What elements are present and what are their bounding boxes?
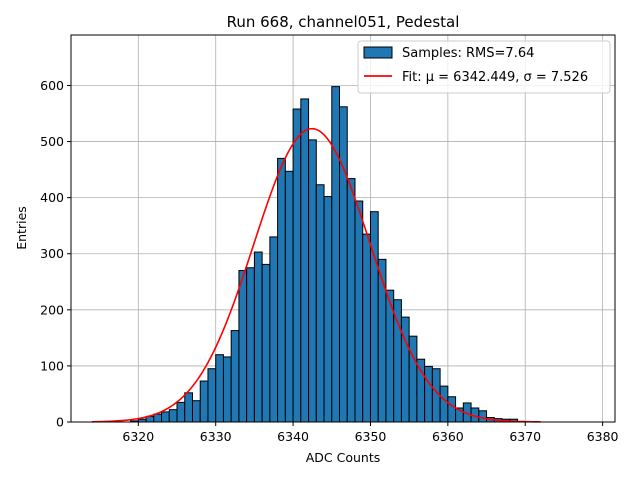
y-tick-label: 200 [40, 302, 64, 317]
histogram-bar [253, 251, 263, 423]
histogram-bar [393, 299, 402, 423]
histogram-bars [130, 86, 526, 423]
histogram-bar [408, 335, 418, 423]
x-tick-label: 6340 [277, 429, 309, 444]
histogram-bar [339, 106, 348, 423]
histogram-bar [161, 411, 170, 423]
y-tick-label: 0 [56, 415, 64, 430]
x-tick-label: 6320 [122, 429, 154, 444]
y-axis-ticks: 0 100 200 300 400 500 600 [40, 78, 71, 430]
plot-frame [70, 34, 616, 423]
y-tick-label: 500 [40, 134, 64, 149]
x-tick-label: 6370 [509, 429, 541, 444]
histogram-bar [478, 410, 488, 423]
histogram-bar [315, 184, 325, 423]
histogram-bar [416, 358, 426, 423]
histogram-bar [424, 365, 433, 423]
legend-histogram-swatch [363, 46, 393, 59]
chart-title: Run 668, channel051, Pedestal [227, 13, 460, 31]
y-tick-label: 100 [40, 358, 64, 373]
x-tick-label: 6350 [355, 429, 387, 444]
histogram-bar [191, 400, 201, 423]
legend-label-samples: Samples: RMS=7.64 [402, 46, 534, 61]
histogram-bar [153, 413, 163, 423]
x-tick-label: 6360 [432, 429, 464, 444]
histogram-bar [346, 178, 356, 423]
histogram-bar [199, 380, 209, 423]
histogram-bar [323, 196, 333, 423]
histogram-bar [439, 385, 449, 423]
y-axis-label: Entries [14, 206, 29, 250]
histogram-bar [447, 396, 457, 423]
y-tick-label: 300 [40, 246, 64, 261]
histogram-bar [238, 270, 248, 423]
y-tick-label: 600 [40, 78, 64, 93]
histogram-bar [331, 86, 341, 423]
histogram-bar [207, 368, 217, 423]
legend-box [357, 40, 611, 94]
fit-curve-group [91, 127, 541, 423]
histogram-bar [284, 170, 294, 423]
x-axis-ticks: 6320 6330 6340 6350 6360 6370 6380 [122, 422, 619, 444]
histogram-bar [277, 157, 286, 423]
x-tick-label: 6330 [200, 429, 232, 444]
x-tick-label: 6380 [587, 429, 619, 444]
histogram-bar [362, 233, 371, 423]
histogram-bar [230, 330, 240, 423]
histogram-bar [246, 267, 255, 423]
histogram-bar [308, 139, 317, 423]
fit-curve [91, 127, 541, 423]
legend-label-fit: Fit: μ = 6342.449, σ = 7.526 [402, 70, 588, 85]
histogram-bar [269, 236, 279, 423]
histogram-bar [176, 401, 186, 423]
histogram-bar [184, 392, 193, 423]
histogram-bar [168, 409, 178, 423]
histogram-bar [222, 356, 232, 423]
histogram-bar [215, 354, 224, 423]
histogram-bar [377, 258, 387, 423]
histogram-bar [354, 200, 364, 423]
y-tick-label: 400 [40, 190, 64, 205]
histogram-bar [300, 98, 310, 423]
histogram-bar [261, 263, 271, 423]
legend: Samples: RMS=7.64 Fit: μ = 6342.449, σ =… [357, 40, 611, 94]
x-axis-label: ADC Counts [306, 450, 381, 465]
histogram-bar [369, 211, 379, 423]
histogram-bar [292, 108, 302, 423]
